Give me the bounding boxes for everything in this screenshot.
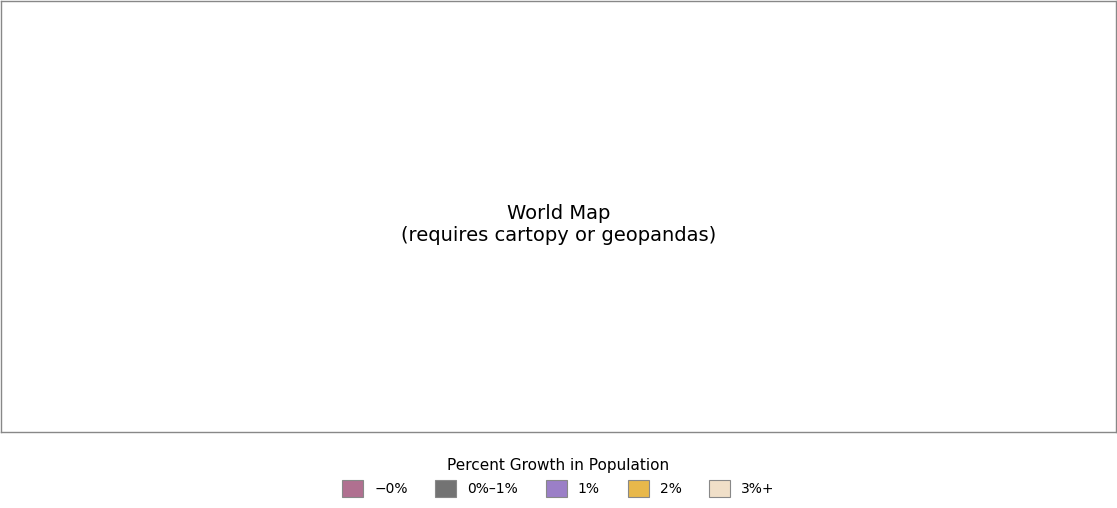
Legend: −0%, 0%–1%, 1%, 2%, 3%+: −0%, 0%–1%, 1%, 2%, 3%+	[336, 452, 781, 502]
Text: World Map
(requires cartopy or geopandas): World Map (requires cartopy or geopandas…	[401, 204, 716, 244]
